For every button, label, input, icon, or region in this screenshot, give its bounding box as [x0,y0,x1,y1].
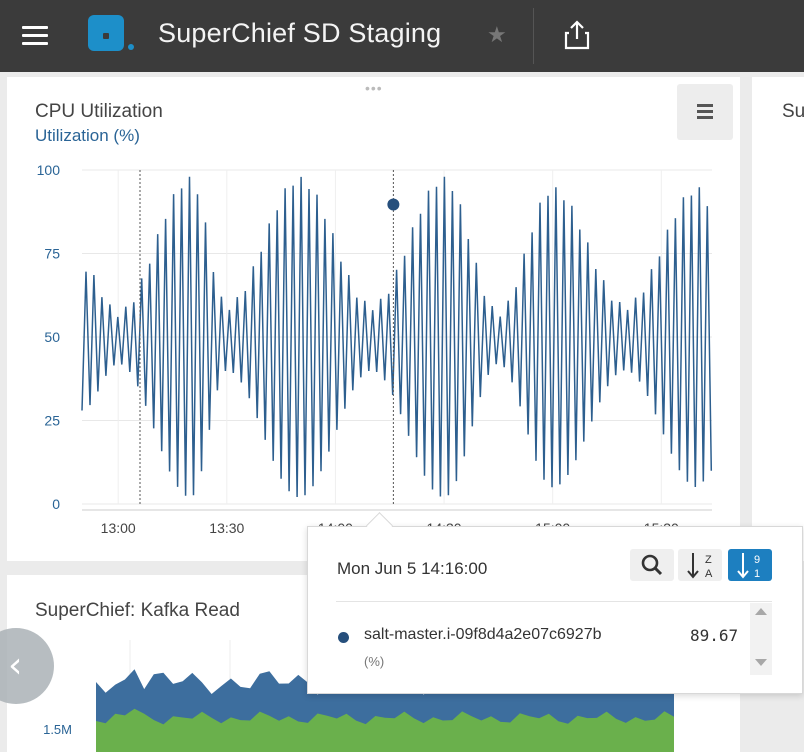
series-unit: (%) [364,654,385,669]
svg-text:9: 9 [754,554,760,566]
svg-text:Z: Z [705,554,712,566]
x-tick-label: 13:30 [209,520,244,536]
sort-alpha-icon: Z A [687,553,713,580]
back-button[interactable]: ‹ [0,628,54,704]
y-tick-label: 75 [44,246,60,262]
star-icon[interactable]: ★ [487,22,507,47]
app-logo-dot [128,44,134,50]
dashboard-title: SuperChief SD Staging [158,18,442,48]
series-line-salt-master [81,176,713,498]
y-tick-label: 100 [37,162,61,178]
scroll-up-icon[interactable] [755,608,767,615]
cpu-utilization-panel: ••• CPU Utilization Utilization (%) [7,77,740,561]
panel-title: SuperChief: Kafka Read [35,600,240,621]
sort-numeric-icon: 9 1 [737,553,760,580]
series-value: 89.67 [690,626,739,645]
svg-text:1: 1 [754,568,760,580]
y-tick-label: 0 [52,496,60,512]
kafka-read-chart[interactable]: 1.5M [0,640,740,752]
x-tick-label: 13:00 [101,520,136,536]
share-icon[interactable] [564,20,590,50]
toolbar-divider [533,8,534,64]
tooltip-divider [336,601,772,602]
search-button[interactable] [630,549,674,581]
y-tick-label: 1.5M [43,722,72,737]
series-name: salt-master.i-09f8d4a2e07c6927b [364,626,602,643]
kafka-area-series-2 [96,708,674,752]
top-bar: SuperChief SD Staging ★ [0,0,804,72]
tooltip-scrollbar[interactable] [750,603,772,675]
y-tick-label: 50 [44,329,60,345]
sort-alpha-button[interactable]: Z A [678,549,722,581]
highlight-point [387,198,400,211]
panel-subtitle: Utilization (%) [35,126,140,145]
partial-panel: Su [752,77,804,561]
sort-numeric-button[interactable]: 9 1 [728,549,772,581]
y-tick-label: 25 [44,413,60,429]
search-icon [641,554,663,576]
panel-menu-icon[interactable] [677,84,733,140]
chart-tooltip: Mon Jun 5 14:16:00 Z A 9 1 salt-master.i… [307,512,803,694]
app-logo[interactable] [88,15,124,51]
panel-title: CPU Utilization [35,101,163,122]
tooltip-time: Mon Jun 5 14:16:00 [337,559,488,578]
partial-panel-title: Su [782,101,804,122]
svg-text:A: A [705,568,713,580]
hamburger-menu-icon[interactable] [22,26,48,46]
series-color-dot [338,632,349,643]
chevron-left-icon: ‹ [8,645,23,686]
scroll-down-icon[interactable] [755,659,767,666]
